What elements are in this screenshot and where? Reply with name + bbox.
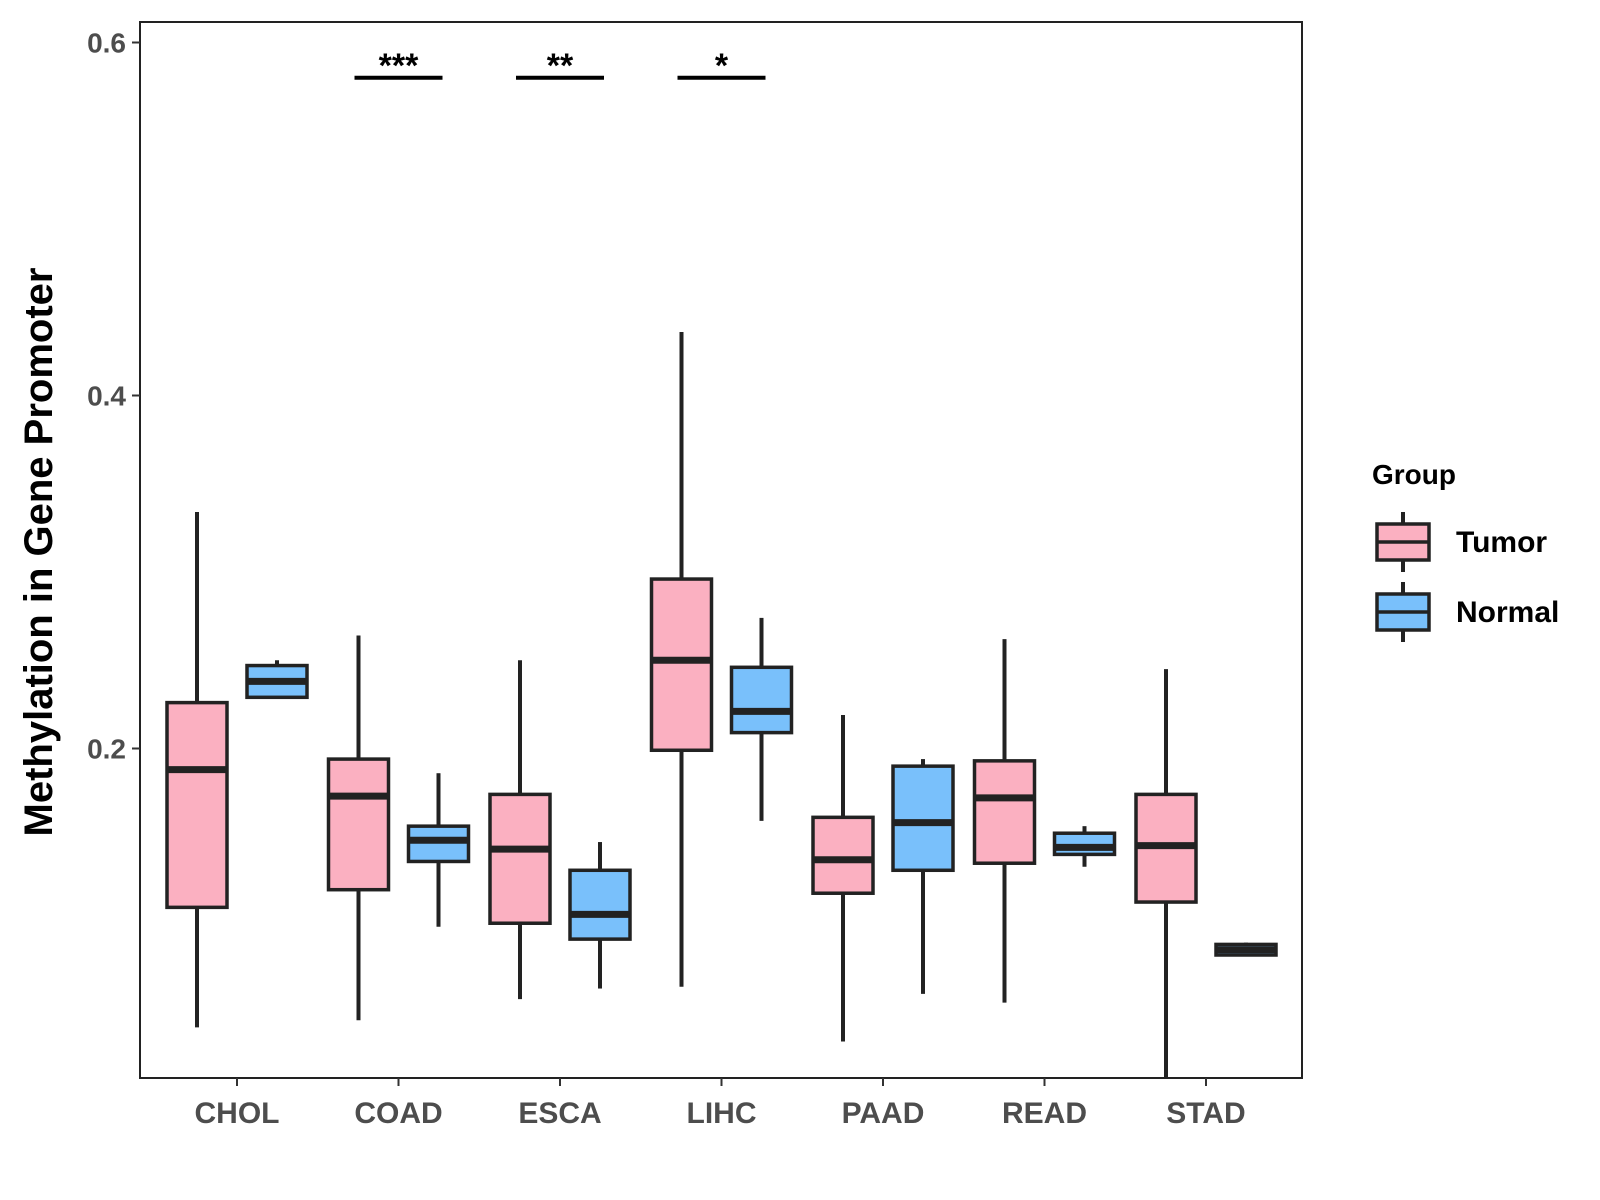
x-tick-label-stad: STAD bbox=[1166, 1097, 1245, 1130]
box-iqr bbox=[972, 759, 1037, 865]
box-tumor-coad bbox=[326, 635, 391, 1021]
significance-label: * bbox=[715, 47, 729, 85]
y-axis-title: Methylation in Gene Promoter bbox=[17, 268, 61, 837]
box-normal-paad bbox=[891, 759, 955, 994]
box-normal-chol bbox=[245, 660, 309, 700]
box-iqr bbox=[649, 577, 714, 753]
x-tick-label-lihc: LIHC bbox=[687, 1097, 757, 1130]
significance-annotations: *** ** * bbox=[354, 47, 766, 85]
box-normal-lihc bbox=[729, 617, 794, 821]
box-tumor-esca bbox=[488, 660, 552, 1000]
legend-items: Tumor Normal bbox=[1375, 512, 1559, 642]
y-tick-label: 0.4 bbox=[87, 381, 126, 412]
box-tumor-read bbox=[972, 639, 1037, 1003]
box-tumor-stad bbox=[1134, 669, 1198, 1079]
boxes-layer bbox=[165, 331, 1278, 1079]
legend-label: Tumor bbox=[1456, 526, 1547, 559]
box-iqr bbox=[811, 815, 875, 895]
box-normal-esca bbox=[568, 842, 632, 989]
box-iqr bbox=[488, 792, 552, 925]
legend: Group Tumor Normal bbox=[1372, 459, 1559, 642]
box-normal-coad bbox=[406, 773, 471, 927]
box-iqr bbox=[568, 868, 632, 941]
box-tumor-lihc bbox=[649, 331, 714, 987]
y-tick-label: 0.6 bbox=[87, 28, 126, 59]
box-iqr bbox=[165, 700, 229, 910]
plot-panel bbox=[139, 21, 1303, 1079]
box-iqr bbox=[406, 824, 471, 864]
box-tumor-chol bbox=[165, 511, 229, 1028]
x-tick-label-esca: ESCA bbox=[518, 1097, 601, 1130]
box-iqr bbox=[729, 665, 794, 735]
significance-label: *** bbox=[379, 47, 419, 85]
legend-title: Group bbox=[1372, 459, 1456, 490]
legend-item-tumor: Tumor bbox=[1375, 512, 1547, 572]
box-normal-stad bbox=[1214, 942, 1278, 957]
x-tick-label-chol: CHOL bbox=[195, 1097, 280, 1130]
significance-label: ** bbox=[547, 47, 574, 85]
box-tumor-paad bbox=[811, 714, 875, 1042]
x-tick-label-coad: COAD bbox=[354, 1097, 442, 1130]
box-iqr bbox=[1052, 831, 1117, 857]
box-normal-read bbox=[1052, 826, 1117, 867]
legend-label: Normal bbox=[1456, 596, 1559, 629]
box-iqr bbox=[326, 757, 391, 892]
legend-item-normal: Normal bbox=[1375, 582, 1559, 642]
axes: 0.2 0.4 0.6 CHOL COAD ESCA LIHC PAAD READ STAD bbox=[87, 28, 1246, 1131]
x-tick-label-read: READ bbox=[1002, 1097, 1087, 1130]
box-iqr bbox=[891, 764, 955, 873]
x-tick-label-paad: PAAD bbox=[842, 1097, 925, 1130]
y-tick-label: 0.2 bbox=[87, 734, 126, 765]
